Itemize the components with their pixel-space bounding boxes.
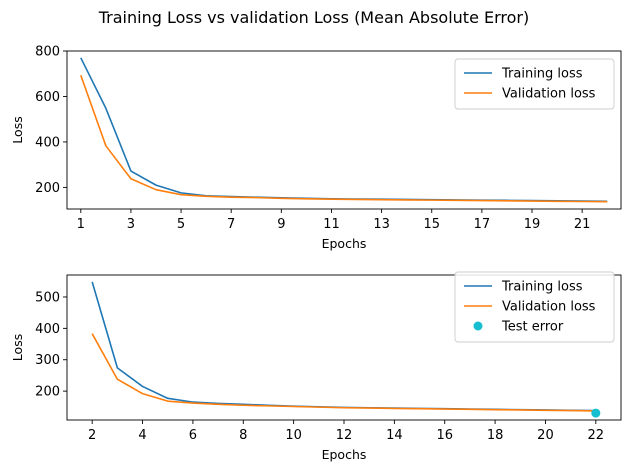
top-chart: 1 3 5 7 9 11 13 15 17 19 21200400600800EpochsLossT…: [10, 45, 622, 251]
y-tick-label: 200: [35, 385, 60, 400]
x-tick-label: 10: [285, 428, 302, 443]
y-tick-label: 500: [35, 290, 60, 305]
legend-box: [454, 271, 615, 343]
y-tick-label: 200: [35, 181, 60, 196]
x-axis-label: Epochs: [322, 447, 367, 462]
y-axis-label: Loss: [10, 334, 25, 361]
x-tick-label: 18: [487, 428, 504, 443]
x-tick-label: 20: [537, 428, 554, 443]
x-tick-label: 17: [474, 217, 491, 232]
x-tick-label: 2: [88, 428, 96, 443]
y-tick-label: 600: [35, 90, 60, 105]
x-tick-label: 15: [423, 217, 440, 232]
x-tick-label: 22: [588, 428, 605, 443]
legend-label: Validation loss: [502, 300, 596, 315]
legend-label: Training loss: [501, 67, 583, 82]
figure-title: Training Loss vs validation Loss (Mean A…: [98, 8, 530, 27]
x-tick-label: 14: [386, 428, 403, 443]
x-tick-label: 19: [524, 217, 541, 232]
x-tick-label: 16: [436, 428, 453, 443]
x-tick-label: 8: [239, 428, 247, 443]
legend-box: [454, 58, 615, 110]
y-tick-label: 800: [35, 45, 60, 60]
x-tick-label: 7: [227, 217, 235, 232]
y-axis-label: Loss: [10, 116, 25, 143]
legend: Training loss Validation loss Test error: [454, 271, 615, 343]
legend-label: Training loss: [501, 280, 583, 295]
x-tick-label: 12: [336, 428, 353, 443]
x-tick-label: 21: [574, 217, 591, 232]
legend-label: Test error: [501, 320, 564, 335]
legend-label: Validation loss: [502, 87, 596, 102]
validation-loss-line: [80, 75, 608, 203]
legend-swatch: [473, 321, 483, 331]
x-tick-label: 6: [189, 428, 197, 443]
x-tick-label: 1: [77, 217, 85, 232]
x-tick-label: 5: [177, 217, 185, 232]
x-tick-label: 11: [323, 217, 340, 232]
validation-loss-line: [91, 333, 596, 412]
legend: Training loss Validation loss: [454, 58, 615, 110]
x-tick-label: 9: [277, 217, 285, 232]
x-tick-label: 13: [373, 217, 390, 232]
y-tick-label: 400: [35, 322, 60, 337]
y-tick-label: 400: [35, 135, 60, 150]
y-tick-label: 300: [35, 353, 60, 368]
x-axis-label: Epochs: [322, 236, 367, 251]
x-tick-label: 4: [138, 428, 146, 443]
bottom-chart: 2 4 6 8 10 12 14 16 18 20 22 200 300 400 500 Epochs Loss…: [10, 271, 622, 462]
axes-frame: [66, 50, 622, 210]
test-error-point: [591, 408, 601, 418]
x-tick-label: 3: [127, 217, 135, 232]
